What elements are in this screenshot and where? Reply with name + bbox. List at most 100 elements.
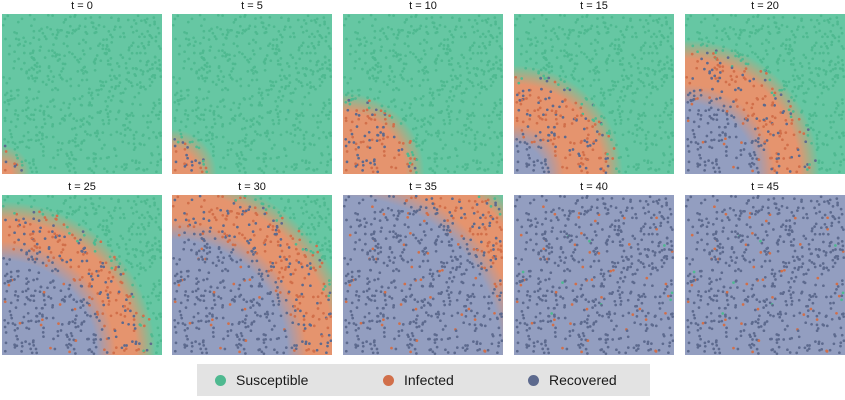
agent-dot [536,40,539,44]
agent-dot [443,25,447,29]
simulation-grid [343,195,503,355]
agent-dot [213,56,217,59]
agent-dot [241,320,245,323]
agent-dot [368,138,371,142]
agent-dot [45,316,48,320]
agent-dot [215,83,218,86]
agent-dot [221,213,225,217]
agent-dot [13,293,17,297]
agent-dot [789,105,792,108]
agent-dot [326,326,330,330]
agent-dot [518,14,522,18]
agent-dot [776,31,780,35]
agent-dot [300,206,303,210]
agent-dot [629,65,633,68]
agent-dot [695,66,699,70]
agent-dot [110,222,114,225]
agent-dot [662,110,666,114]
agent-dot [174,37,177,41]
agent-dot [759,70,763,73]
agent-dot [205,133,209,137]
agent-dot [183,162,186,166]
agent-dot [763,103,767,107]
agent-dot [119,132,123,135]
agent-dot [357,298,361,302]
agent-dot [746,54,749,58]
agent-dot [604,60,608,64]
agent-dot [419,24,423,28]
agent-dot [616,108,620,112]
agent-dot [757,158,761,161]
agent-dot [802,99,806,103]
agent-dot [460,234,464,238]
agent-dot [142,295,145,299]
agent-dot [805,31,808,35]
agent-dot [130,51,134,55]
agent-dot [211,315,214,318]
agent-dot [402,248,406,251]
agent-dot [658,114,662,118]
agent-dot [15,153,18,157]
agent-dot [746,62,750,66]
agent-dot [183,293,187,297]
agent-dot [720,138,724,142]
agent-dot [323,285,327,288]
agent-dot [500,134,503,137]
agent-dot [274,47,278,51]
agent-dot [691,44,695,48]
agent-dot [265,88,269,92]
agent-dot [267,225,270,229]
agent-dot [399,254,403,258]
agent-dot [320,256,324,259]
agent-dot [191,321,194,325]
agent-dot [150,256,154,259]
agent-dot [151,244,154,247]
agent-dot [813,25,816,29]
agent-dot [208,131,212,134]
agent-dot [396,214,400,218]
agent-dot [375,139,379,143]
agent-dot [765,72,768,75]
agent-dot [442,131,446,134]
agent-dot [486,17,490,21]
agent-dot [658,30,662,33]
agent-dot [368,77,372,80]
agent-dot [687,150,691,153]
agent-dot [7,102,11,106]
agent-dot [152,107,155,110]
agent-dot [318,24,322,27]
agent-dot [46,286,49,290]
agent-dot [32,249,36,252]
agent-dot [239,150,243,154]
agent-dot [369,14,373,17]
agent-dot [637,117,640,121]
agent-dot [380,104,384,108]
agent-dot [494,20,497,24]
agent-dot [357,337,360,341]
agent-dot [61,298,65,301]
agent-dot [489,68,493,71]
agent-dot [294,166,298,170]
agent-dot [179,313,183,317]
agent-dot [364,61,367,65]
agent-dot [268,138,271,142]
agent-dot [542,55,546,59]
agent-dot [82,139,86,142]
agent-dot [358,38,362,41]
agent-dot [138,81,142,84]
agent-dot [832,34,835,38]
agent-dot [476,167,479,171]
agent-dot [8,310,12,313]
agent-dot [208,312,212,315]
agent-dot [34,320,38,324]
agent-dot [427,132,430,136]
agent-dot [257,272,261,276]
agent-dot [587,133,590,137]
agent-dot [138,323,142,326]
agent-dot [20,344,24,348]
agent-dot [647,83,651,86]
agent-dot [241,139,245,142]
agent-dot [278,244,282,247]
agent-dot [184,218,188,222]
agent-dot [88,87,91,91]
